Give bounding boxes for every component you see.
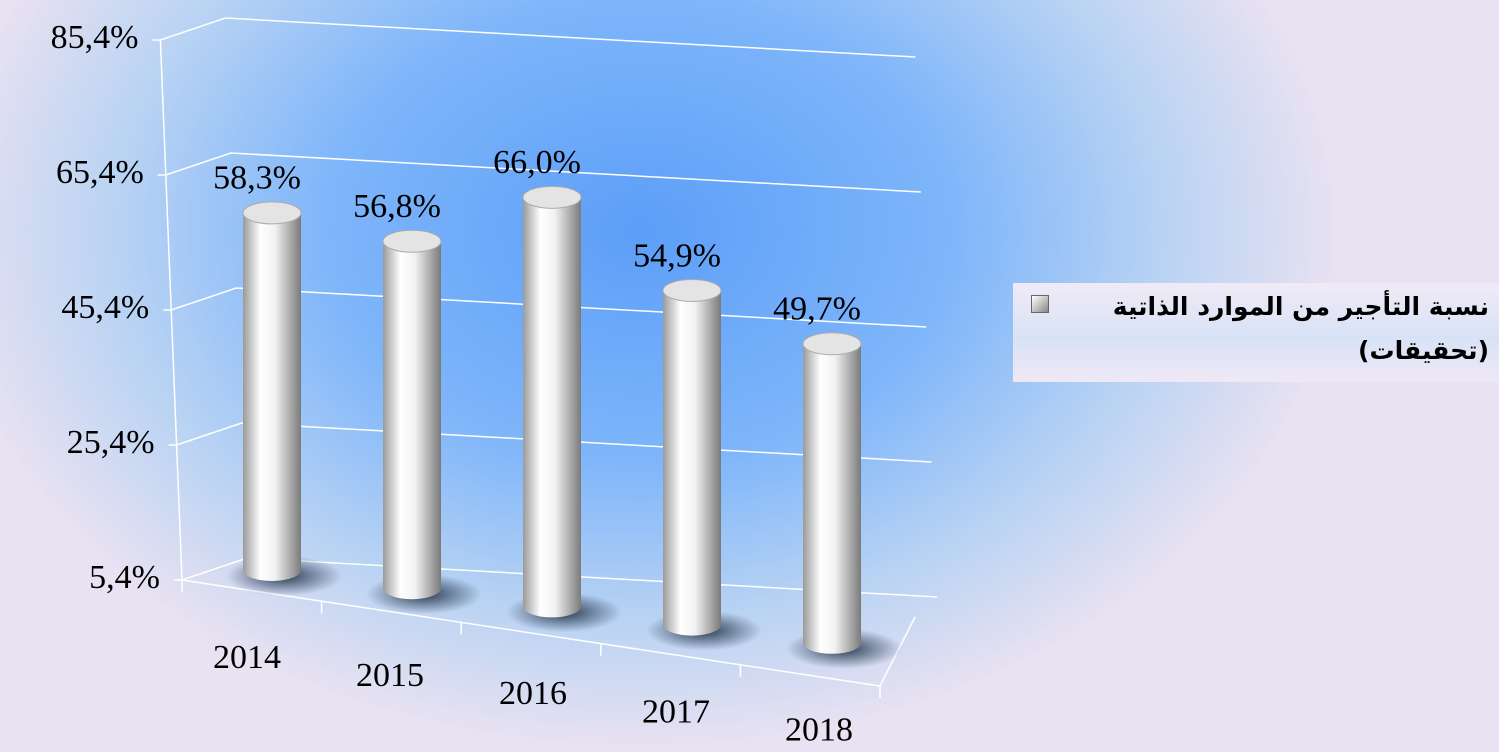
x-tick-label: 2017 [642, 693, 710, 730]
grid-line [165, 152, 921, 193]
bar-top [802, 332, 862, 356]
data-label: 54,9% [633, 237, 721, 274]
bar-top [242, 201, 302, 225]
legend-label: نسبة التأجير من الموارد الذاتية (تحقيقات… [1112, 292, 1489, 365]
bar [522, 185, 582, 618]
bar-top [662, 278, 722, 302]
x-tick-label: 2018 [785, 712, 853, 749]
bar-body [383, 241, 441, 589]
y-tick-label: 45,4% [61, 289, 149, 326]
x-tick-label: 2014 [213, 639, 281, 676]
bar-bottom [803, 631, 861, 654]
legend-marker [1031, 295, 1049, 313]
x-tick-label: 2015 [356, 657, 424, 694]
bar-body [243, 212, 301, 571]
y-tick-label: 5,4% [89, 559, 160, 596]
y-tick-label: 25,4% [67, 424, 155, 461]
bar [242, 201, 302, 581]
bar-bottom [243, 559, 301, 581]
bar-body [663, 290, 721, 625]
bar-top [382, 229, 442, 253]
bar-body [523, 197, 581, 607]
data-label: 66,0% [493, 144, 581, 181]
data-label: 58,3% [213, 160, 301, 197]
data-label: 49,7% [773, 291, 861, 328]
bar-bottom [523, 595, 581, 618]
x-tick-label: 2016 [499, 675, 567, 712]
bar-body [803, 343, 861, 643]
bar [662, 278, 722, 636]
bar [382, 229, 442, 600]
bar-bottom [663, 613, 721, 636]
grid-line [160, 17, 916, 58]
bar-bottom [383, 577, 441, 600]
y-tick-label: 65,4% [56, 154, 144, 191]
y-tick-label: 85,4% [51, 19, 139, 56]
data-label: 56,8% [353, 188, 441, 225]
bar-top [522, 185, 582, 209]
legend: نسبة التأجير من الموارد الذاتية (تحقيقات… [1013, 283, 1499, 382]
bar [802, 332, 862, 654]
